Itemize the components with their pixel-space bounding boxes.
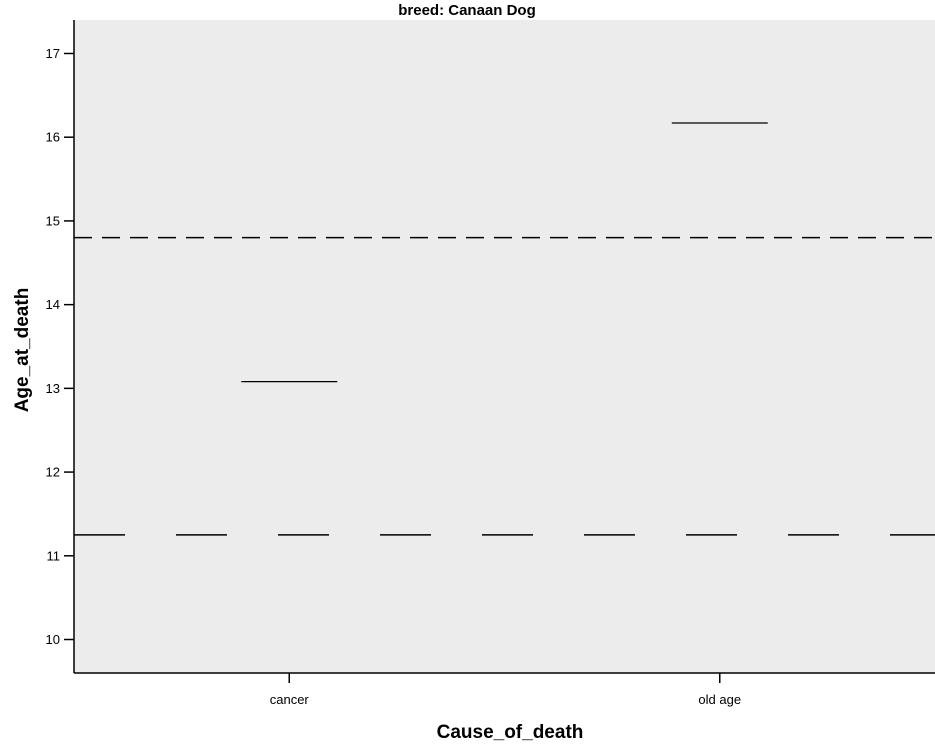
- x-axis-ticks: cancer old age: [270, 673, 741, 707]
- y-axis-title: Age_at_death: [12, 288, 33, 413]
- x-tick-label: cancer: [270, 692, 310, 707]
- y-axis-ticks: 10 11 12 13 14 15 16 17: [46, 46, 74, 647]
- y-tick-label: 10: [46, 632, 60, 647]
- y-tick-label: 17: [46, 46, 60, 61]
- box-marks: [241, 122, 768, 383]
- y-tick-label: 15: [46, 213, 60, 228]
- y-tick-label: 12: [46, 465, 60, 480]
- y-tick-label: 14: [46, 297, 60, 312]
- y-tick-label: 11: [47, 548, 61, 563]
- y-tick-label: 13: [46, 381, 60, 396]
- x-axis-title: Cause_of_death: [437, 722, 584, 743]
- y-tick-label: 16: [46, 130, 60, 145]
- reference-lines: [74, 236, 935, 536]
- chart-title: breed: Canaan Dog: [398, 2, 536, 19]
- plot-area: [74, 20, 935, 673]
- x-tick-label: old age: [698, 692, 741, 707]
